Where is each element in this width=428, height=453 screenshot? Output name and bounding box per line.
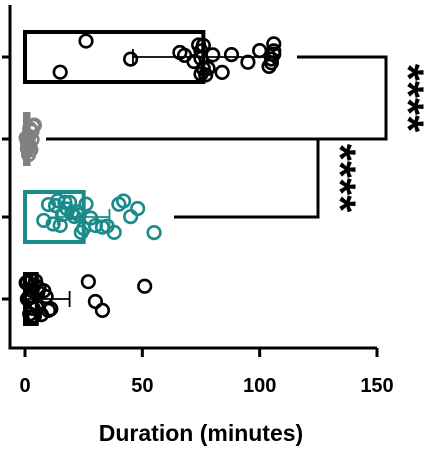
data-point — [137, 278, 153, 294]
data-point — [36, 212, 52, 229]
data-point — [45, 216, 61, 232]
data-point — [252, 43, 268, 59]
data-point — [80, 274, 96, 290]
data-point — [200, 60, 216, 76]
brackets-layer: **** **** — [46, 55, 428, 219]
y-axis — [2, 5, 12, 348]
data-point — [106, 224, 122, 241]
data-point — [186, 53, 202, 70]
data-point — [94, 302, 111, 318]
data-point — [78, 196, 94, 212]
data-point — [115, 193, 132, 209]
data-point — [26, 308, 42, 324]
data-point — [78, 33, 94, 49]
data-point — [57, 194, 73, 210]
x-tick-label: 150 — [360, 375, 393, 397]
x-tick-label: 0 — [19, 375, 30, 397]
data-point — [52, 64, 68, 80]
data-point — [43, 301, 59, 317]
x-tick-label: 50 — [131, 375, 153, 397]
data-point — [123, 51, 139, 67]
significance-label: **** — [384, 64, 428, 133]
bars-layer — [23, 30, 206, 326]
data-point — [23, 142, 39, 158]
data-point — [223, 47, 240, 63]
data-point — [130, 200, 146, 217]
x-axis-title: Duration (minutes) — [99, 420, 303, 446]
data-point — [26, 117, 42, 133]
data-point — [61, 194, 78, 210]
data-point — [205, 47, 221, 63]
x-axis: 0 50 100 150 — [8, 346, 394, 397]
data-point — [240, 54, 256, 70]
errorbars-layer — [24, 49, 275, 307]
x-tick-label: 100 — [243, 375, 276, 397]
data-point — [38, 288, 54, 305]
significance-label: **** — [316, 144, 365, 213]
data-point — [146, 224, 162, 241]
points-layer — [18, 33, 282, 325]
significance-bracket — [46, 137, 320, 219]
data-point — [83, 210, 99, 226]
data-point — [214, 64, 230, 80]
data-point — [195, 37, 211, 54]
